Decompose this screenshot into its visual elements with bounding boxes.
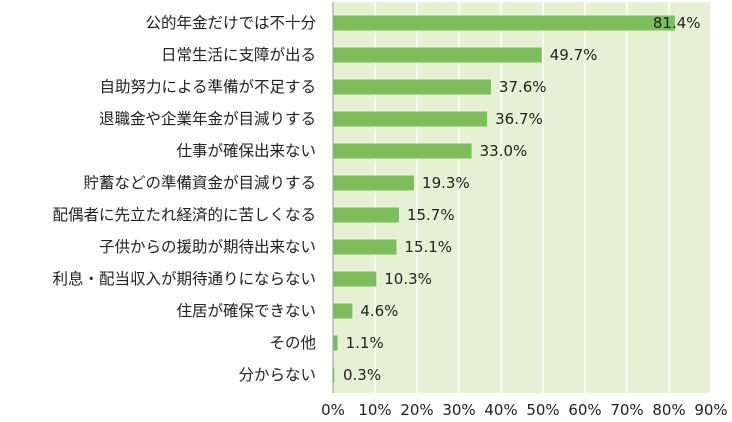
x-tick-label: 90% xyxy=(694,401,727,419)
bar xyxy=(333,271,377,287)
x-tick-label: 70% xyxy=(610,401,643,419)
value-label: 15.1% xyxy=(404,238,452,256)
x-tick-label: 0% xyxy=(321,401,345,419)
x-tick-label: 80% xyxy=(652,401,685,419)
category-label: その他 xyxy=(269,334,316,352)
x-tick-label: 60% xyxy=(568,401,601,419)
bar xyxy=(333,335,338,351)
bar xyxy=(333,143,472,159)
x-tick-label: 40% xyxy=(484,401,517,419)
gridlines xyxy=(374,2,712,393)
category-label: 分からない xyxy=(238,366,316,384)
value-label: 19.3% xyxy=(422,174,470,192)
category-label: 子供からの援助が期待出来ない xyxy=(99,238,316,256)
bar xyxy=(333,367,335,383)
x-tick-label: 10% xyxy=(358,401,391,419)
x-tick-label: 50% xyxy=(526,401,559,419)
category-label: 公的年金だけでは不十分 xyxy=(145,14,316,32)
value-label: 33.0% xyxy=(480,142,528,160)
value-label: 36.7% xyxy=(495,110,543,128)
category-label: 退職金や企業年金が目減りする xyxy=(99,110,316,128)
bar xyxy=(333,175,415,191)
category-label: 自助努力による準備が不足する xyxy=(99,78,316,96)
value-label: 81.4% xyxy=(653,14,701,32)
bar xyxy=(333,303,353,319)
bar xyxy=(333,15,675,31)
value-label: 4.6% xyxy=(360,302,398,320)
bar xyxy=(333,207,399,223)
value-label: 15.7% xyxy=(407,206,455,224)
value-label: 10.3% xyxy=(384,270,432,288)
category-label: 日常生活に支障が出る xyxy=(161,46,316,64)
x-tick-label: 20% xyxy=(400,401,433,419)
value-label: 37.6% xyxy=(499,78,547,96)
category-label: 住居が確保できない xyxy=(176,302,316,320)
x-axis-ticks: 0% 10% 20% 30% 40% 50% 60% 70% 80% 90% xyxy=(321,401,728,419)
bar xyxy=(333,47,542,63)
category-label: 貯蓄などの準備資金が目減りする xyxy=(83,174,316,192)
x-tick-label: 30% xyxy=(442,401,475,419)
value-label: 1.1% xyxy=(346,334,384,352)
value-labels: 81.4% 49.7%37.6% 36.7% 33.0% 19.3% 15.7% 15.1%… xyxy=(343,14,701,384)
category-label: 利息・配当収入が期待通りにならない xyxy=(52,270,316,288)
plot-background xyxy=(333,2,711,393)
category-labels: 公的年金だけでは不十分日常生活に支障が出る自助努力による準備が不足する退職金や企… xyxy=(52,14,316,384)
bar xyxy=(333,239,397,255)
category-label: 仕事が確保出来ない xyxy=(176,142,316,160)
bars xyxy=(333,15,675,383)
value-label: 49.7% xyxy=(550,46,598,64)
value-label: 0.3% xyxy=(343,366,381,384)
bar xyxy=(333,111,488,127)
category-label: 配偶者に先立たれ経済的に苦しくなる xyxy=(52,206,316,224)
bar xyxy=(333,79,491,95)
